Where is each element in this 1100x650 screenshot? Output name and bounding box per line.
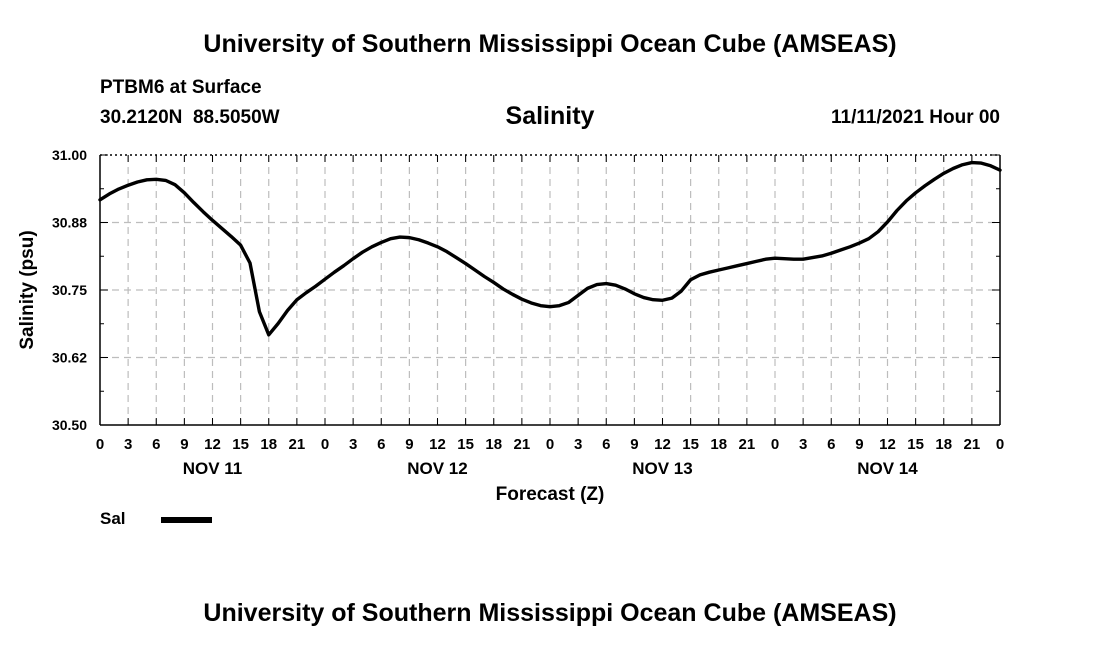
x-tick-label: 9 <box>180 436 188 453</box>
x-tick-label: 12 <box>654 436 671 453</box>
x-tick-label: 6 <box>827 436 835 453</box>
x-tick-label: 6 <box>377 436 385 453</box>
x-tick-label: 0 <box>771 436 779 453</box>
y-axis-label: Salinity (psu) <box>17 230 38 349</box>
x-tick-label: 3 <box>799 436 807 453</box>
x-tick-label: 12 <box>429 436 446 453</box>
series-line-sal <box>98 160 1002 337</box>
x-day-label: NOV 14 <box>857 459 918 478</box>
y-tick-label: 31.00 <box>52 147 87 163</box>
x-tick-label: 0 <box>546 436 554 453</box>
x-axis-label: Forecast (Z) <box>496 484 605 505</box>
x-tick-label: 3 <box>349 436 357 453</box>
x-tick-label: 6 <box>602 436 610 453</box>
chart-title-bottom: University of Southern Mississippi Ocean… <box>203 599 897 627</box>
x-tick-label: 12 <box>204 436 221 453</box>
station-label: PTBM6 at Surface <box>100 77 262 98</box>
x-tick-label: 21 <box>964 436 981 453</box>
x-tick-label: 0 <box>96 436 104 453</box>
x-tick-label: 3 <box>574 436 582 453</box>
x-tick-label: 18 <box>710 436 727 453</box>
x-tick-label: 21 <box>289 436 306 453</box>
x-tick-label: 15 <box>232 436 249 453</box>
chart-title-top: University of Southern Mississippi Ocean… <box>203 30 897 58</box>
legend-line-swatch <box>161 517 212 523</box>
x-tick-label: 15 <box>457 436 474 453</box>
x-tick-label: 18 <box>260 436 277 453</box>
y-tick-label: 30.50 <box>52 417 87 433</box>
x-tick-label: 6 <box>152 436 160 453</box>
x-tick-label: 3 <box>124 436 132 453</box>
y-tick-label: 30.75 <box>52 282 87 298</box>
x-day-label: NOV 11 <box>183 459 243 478</box>
x-tick-label: 21 <box>739 436 756 453</box>
x-tick-label: 12 <box>879 436 896 453</box>
x-day-label: NOV 13 <box>632 459 692 478</box>
x-tick-label: 9 <box>630 436 638 453</box>
station-coords: 30.2120N 88.5050W <box>100 107 280 128</box>
x-tick-label: 9 <box>405 436 413 453</box>
x-tick-label: 15 <box>907 436 924 453</box>
x-tick-label: 18 <box>935 436 952 453</box>
forecast-date: 11/11/2021 Hour 00 <box>830 107 1000 128</box>
x-tick-label: 0 <box>321 436 329 453</box>
x-day-label: NOV 12 <box>407 459 467 478</box>
y-tick-label: 30.62 <box>52 350 87 366</box>
plot-title: Salinity <box>506 102 595 130</box>
x-tick-label: 15 <box>682 436 699 453</box>
x-tick-label: 9 <box>855 436 863 453</box>
legend-label: Sal <box>100 509 126 528</box>
x-tick-label: 18 <box>485 436 502 453</box>
y-tick-label: 30.88 <box>52 215 87 231</box>
x-tick-label: 0 <box>996 436 1004 453</box>
x-tick-label: 21 <box>514 436 531 453</box>
